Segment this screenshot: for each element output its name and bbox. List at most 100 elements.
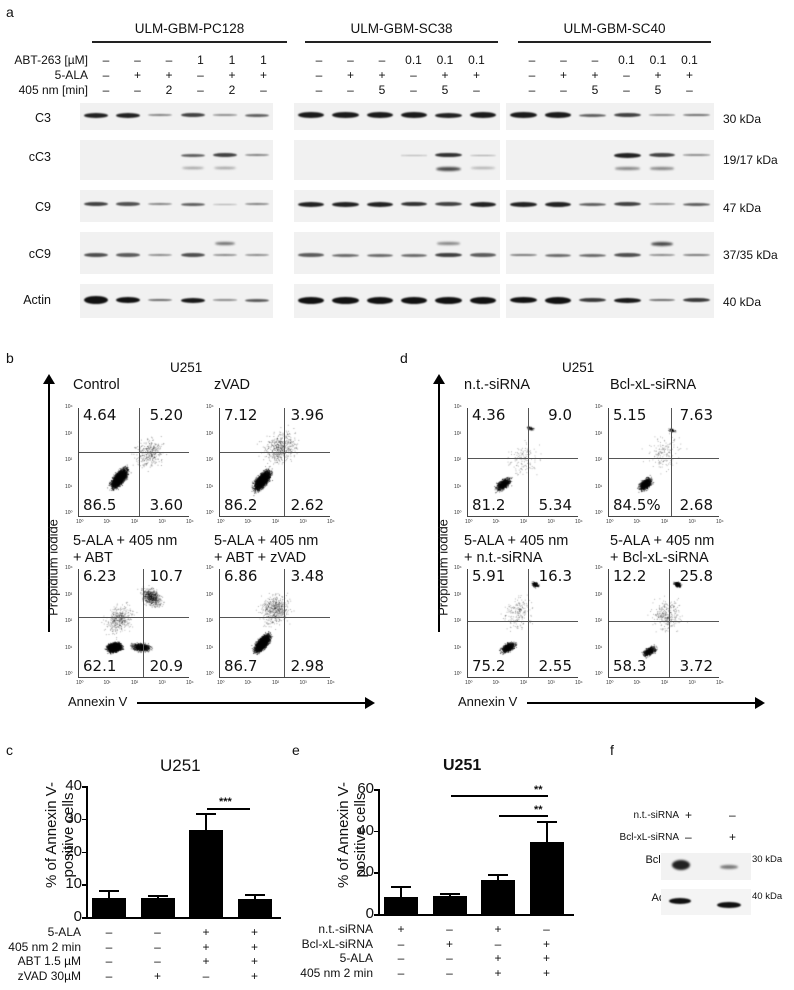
x-tick: 10²	[520, 519, 528, 525]
y-tick: 10¹	[206, 483, 214, 490]
quadrant-value-ul: 6.86	[224, 567, 258, 585]
band	[614, 297, 641, 303]
band	[180, 113, 205, 117]
band	[212, 153, 237, 157]
condition-cell: –	[378, 53, 386, 67]
condition-cell: +	[202, 939, 210, 954]
quadrant-gate-horizontal	[220, 617, 330, 618]
error-bar-cap	[536, 821, 557, 824]
y-tick: 10¹	[454, 483, 462, 490]
y-axis-arrow	[48, 382, 50, 632]
quadrant-value-ul: 12.2	[613, 567, 647, 585]
quadrant-value-ur: 10.7	[149, 567, 183, 585]
band	[148, 203, 173, 205]
band	[469, 253, 496, 257]
bar	[529, 842, 564, 914]
band	[244, 154, 269, 156]
scatter-points	[79, 569, 189, 677]
band	[116, 112, 141, 118]
y-axis-label: Propidium iodide	[435, 519, 451, 616]
y-tick-mark	[82, 786, 86, 788]
panel-c-title: U251	[160, 756, 201, 775]
blot-label-cc9: cC9	[28, 247, 51, 261]
band	[212, 203, 237, 205]
x-axis-arrow	[527, 702, 757, 704]
band	[579, 253, 606, 257]
error-bar	[253, 894, 256, 899]
condition-cell: +	[259, 68, 267, 82]
y-tick: 10²	[65, 618, 73, 624]
condition-cell: +	[591, 68, 599, 82]
band	[614, 152, 641, 158]
y-tick: 10¹	[65, 644, 73, 651]
bar	[481, 879, 515, 914]
quadrant-value-lr: 2.98	[290, 657, 324, 675]
y-tick: 10⁰	[65, 510, 73, 516]
x-tick: 10⁰	[76, 519, 84, 525]
panel-letter-b: b	[6, 350, 14, 366]
x-tick: 10²	[661, 519, 669, 525]
y-tick-label: 0	[365, 905, 374, 922]
condition-cell: +	[559, 68, 567, 82]
condition-cell: –	[154, 939, 161, 954]
y-tick: 10⁴	[595, 404, 603, 410]
band	[148, 254, 173, 256]
band	[648, 254, 676, 256]
condition-cell: 0.1	[436, 53, 454, 67]
condition-cell: –	[446, 965, 453, 980]
condition-row-label: zVAD 30µM	[17, 968, 81, 983]
band	[298, 253, 325, 257]
blot-strip	[506, 190, 714, 222]
condition-cell: –	[315, 53, 323, 67]
y-axis	[86, 786, 88, 917]
x-tick: 10⁰	[606, 519, 614, 525]
band	[180, 297, 205, 303]
condition-cell: –	[446, 951, 453, 965]
condition-cell: –	[197, 83, 204, 97]
quadrant-value-ur: 3.48	[290, 567, 324, 585]
x-tick: 10²	[272, 680, 280, 686]
facs-scatter-plot: 6.86 3.48 86.7 2.98 10⁰ 10⁰ 10¹ 10¹ 10² 10² 10³ 10³…	[206, 565, 335, 686]
band	[244, 113, 269, 117]
condition-cell: –	[197, 68, 204, 82]
condition-cell: –	[410, 68, 417, 82]
band	[116, 253, 141, 257]
band	[648, 298, 676, 302]
plot-title: zVAD	[214, 377, 250, 393]
quadrant-gate-vertical	[284, 569, 285, 677]
condition-cell: 1	[228, 53, 236, 67]
quadrant-value-lr: 3.60	[149, 496, 183, 514]
condition-cell: –	[105, 925, 113, 939]
condition-cell: 0.1	[681, 53, 698, 67]
band	[212, 299, 237, 301]
y-tick: 10²	[206, 457, 214, 463]
condition-cell: –	[543, 922, 550, 936]
condition-cell: +	[202, 954, 210, 968]
x-tick: 10⁰	[76, 680, 84, 686]
condition-cell: 5	[441, 83, 449, 97]
condition-cell: +	[228, 68, 236, 82]
band	[180, 202, 205, 206]
band	[366, 253, 393, 257]
kda-bclxl: 30 kDa	[752, 854, 783, 865]
quadrant-gate-horizontal	[468, 458, 578, 459]
x-axis-label: Annexin V	[68, 694, 128, 709]
band	[469, 154, 496, 156]
row-label: Bcl-xL-siRNA	[619, 832, 679, 843]
bar	[384, 897, 418, 914]
group-line	[518, 41, 711, 43]
band	[649, 167, 675, 170]
blot-bclxl	[661, 853, 751, 880]
quadrant-value-lr: 2.55	[538, 657, 572, 675]
y-tick-mark	[82, 818, 86, 821]
arrow-up-icon	[43, 374, 55, 384]
condition-cell: +	[346, 68, 354, 82]
band	[544, 201, 572, 207]
condition-cell: +	[441, 68, 449, 82]
group-title-sc40: ULM-GBM-SC40	[563, 21, 666, 36]
x-tick: 10³	[299, 680, 307, 686]
condition-cell: –	[397, 965, 405, 980]
quadrant-gate-horizontal	[79, 617, 189, 618]
y-tick: 10³	[206, 591, 214, 598]
bar	[92, 898, 126, 917]
